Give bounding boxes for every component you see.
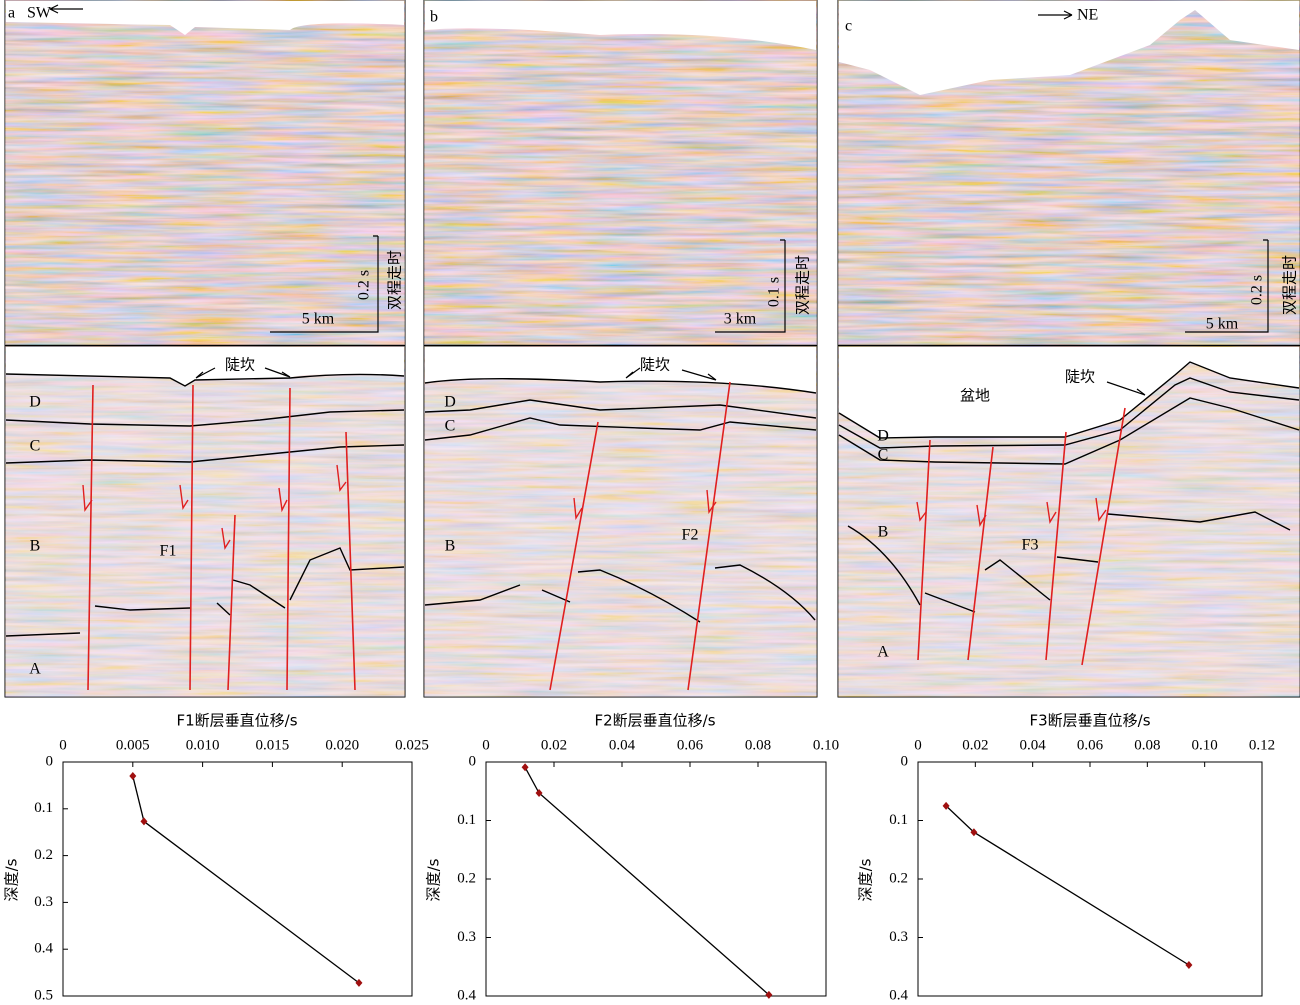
y-tick-label: 0.1 [889, 812, 908, 828]
distance-scale: 3 km [724, 311, 757, 328]
x-tick-label: 0.10 [813, 737, 839, 753]
time-scale: 0.1 s [766, 277, 783, 307]
y-tick-label: 0.4 [34, 941, 53, 957]
y-tick-label: 0.3 [457, 929, 476, 945]
distance-scale: 5 km [302, 311, 335, 328]
x-tick-label: 0.10 [1192, 737, 1218, 753]
data-point [970, 828, 978, 837]
x-tick-label: 0.08 [1134, 737, 1160, 753]
x-tick-label: 0.04 [1020, 737, 1047, 753]
direction: NE [1077, 7, 1098, 24]
time-axis: 双程走时 [794, 255, 812, 315]
unit-label: B [30, 538, 41, 555]
data-point [355, 978, 363, 987]
y-tick-label: 0.1 [34, 800, 53, 816]
time-scale: 0.2 s [1249, 275, 1266, 305]
data-point [1185, 960, 1193, 969]
seismic-images [4, 0, 1300, 698]
data-line [524, 766, 770, 996]
y-axis-title: 深度/s [857, 858, 875, 901]
x-tick-label: 0.010 [186, 737, 220, 753]
y-tick-label: 0.4 [889, 987, 908, 1003]
data-point [129, 772, 137, 781]
fault-label: F3 [1022, 537, 1039, 554]
escarpment: 陡坎 [640, 356, 670, 374]
unit-label: D [444, 394, 456, 411]
data-point [140, 817, 148, 826]
seismic-labels: a SW 0.2 s 双程走时 5 km 陡坎 D C B A F1 b 0.1… [8, 5, 1299, 678]
panel-label: c [845, 18, 852, 35]
unit-label: A [877, 644, 889, 661]
y-tick-label: 0.2 [889, 870, 908, 886]
data-point [521, 763, 529, 772]
data-point [535, 789, 543, 798]
x-tick-label: 0.02 [541, 737, 567, 753]
unit-label: D [29, 394, 41, 411]
y-tick-label: 0.5 [34, 987, 53, 1003]
unit-label: C [878, 447, 889, 464]
plot-frame [62, 761, 413, 997]
y-tick-label: 0 [901, 753, 909, 769]
time-axis: 双程走时 [386, 250, 404, 310]
x-axis-title: F1断层垂直位移/s [176, 712, 297, 730]
x-tick-label: 0 [59, 737, 67, 753]
x-tick-label: 0 [914, 737, 922, 753]
y-tick-label: 0 [46, 753, 54, 769]
x-tick-label: 0.06 [677, 737, 704, 753]
unit-label: D [877, 428, 889, 445]
data-line [132, 775, 360, 984]
x-axis-title: F2断层垂直位移/s [594, 712, 715, 730]
x-axis-title: F3断层垂直位移/s [1029, 712, 1150, 730]
y-tick-label: 0.4 [457, 987, 476, 1003]
unit-label: C [30, 438, 41, 455]
panel-label: a [8, 5, 15, 22]
fault-label: F1 [160, 543, 177, 560]
unit-label: A [29, 661, 41, 678]
distance-scale: 5 km [1206, 316, 1239, 333]
x-tick-label: 0.025 [395, 737, 429, 753]
time-axis: 双程走时 [1281, 255, 1299, 315]
unit-label: C [445, 418, 456, 435]
x-tick-label: 0.02 [962, 737, 988, 753]
escarpment: 陡坎 [225, 356, 255, 374]
x-tick-label: 0.12 [1249, 737, 1275, 753]
time-scale: 0.2 s [356, 270, 373, 300]
x-tick-label: 0 [482, 737, 490, 753]
y-axis-title: 深度/s [3, 858, 21, 901]
x-tick-label: 0.020 [325, 737, 359, 753]
x-tick-label: 0.08 [745, 737, 771, 753]
direction: SW [27, 5, 52, 22]
plot-frame [485, 761, 827, 997]
y-tick-label: 0.1 [457, 812, 476, 828]
unit-label: B [445, 538, 456, 555]
y-axis-title: 深度/s [425, 858, 443, 901]
data-line [945, 805, 1190, 966]
plot-frame [917, 761, 1263, 997]
unit-label: B [878, 524, 889, 541]
data-point [942, 801, 950, 810]
x-tick-label: 0.04 [609, 737, 636, 753]
escarpment: 陡坎 [1065, 368, 1095, 386]
basin-label: 盆地 [960, 387, 990, 405]
panel-label: b [430, 9, 438, 26]
y-tick-label: 0 [469, 753, 477, 769]
x-tick-label: 0.06 [1077, 737, 1104, 753]
y-tick-label: 0.2 [457, 870, 476, 886]
fault-label: F2 [682, 527, 699, 544]
y-tick-label: 0.3 [34, 894, 53, 910]
x-tick-label: 0.005 [116, 737, 150, 753]
y-tick-label: 0.3 [889, 929, 908, 945]
x-tick-label: 0.015 [256, 737, 290, 753]
y-tick-label: 0.2 [34, 847, 53, 863]
data-point [765, 990, 773, 999]
